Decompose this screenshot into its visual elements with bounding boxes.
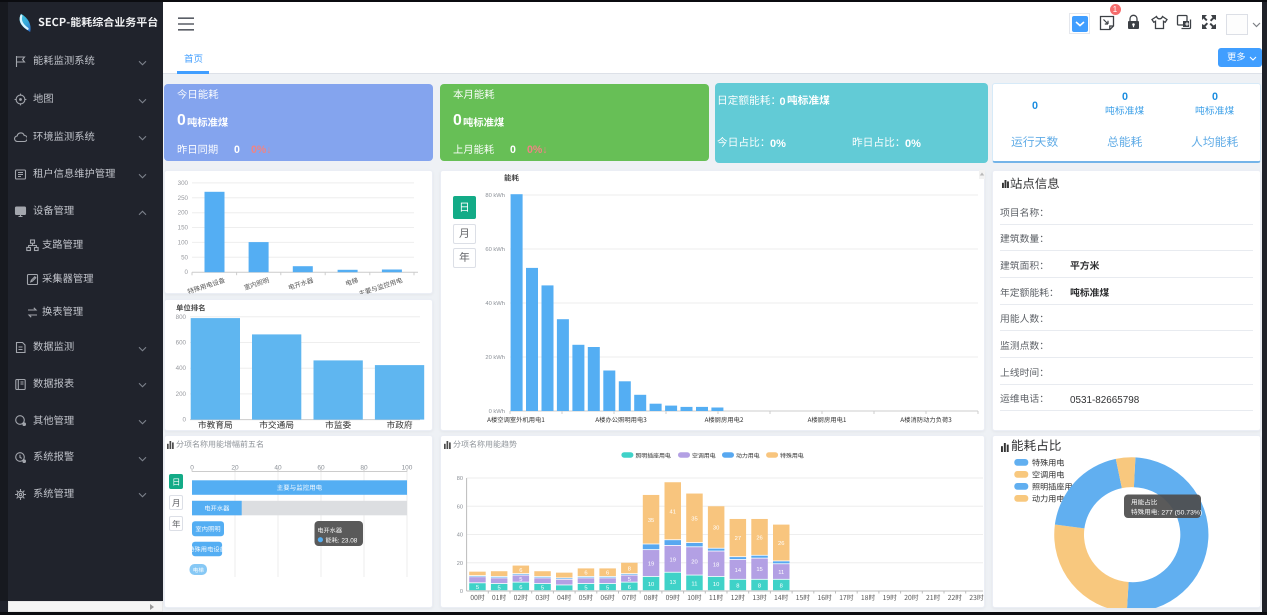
svg-text:200: 200 — [178, 210, 189, 217]
svg-text:0: 0 — [190, 465, 194, 472]
svg-text:: 23.08: : 23.08 — [338, 537, 358, 544]
svg-text:150: 150 — [178, 225, 189, 232]
svg-text:41: 41 — [670, 509, 676, 515]
svg-text:80: 80 — [360, 465, 368, 472]
svg-text:11: 11 — [778, 570, 784, 576]
svg-text:6: 6 — [628, 585, 631, 591]
svg-text:800: 800 — [176, 314, 187, 321]
svg-text:80 kWh: 80 kWh — [485, 193, 505, 199]
svg-text:18: 18 — [713, 562, 719, 568]
svg-text:300: 300 — [178, 180, 189, 187]
svg-text:15: 15 — [756, 567, 762, 573]
svg-text:100: 100 — [178, 239, 189, 246]
svg-text:0: 0 — [460, 589, 463, 595]
svg-text:20 kWh: 20 kWh — [485, 355, 505, 361]
svg-text:20: 20 — [457, 561, 463, 567]
svg-text:35: 35 — [691, 516, 697, 522]
svg-text:40: 40 — [274, 465, 282, 472]
svg-text:14: 14 — [735, 568, 742, 574]
svg-text:8: 8 — [736, 583, 739, 589]
svg-text:8: 8 — [628, 567, 631, 573]
svg-text:6: 6 — [606, 571, 609, 577]
svg-text:0 kWh: 0 kWh — [489, 409, 505, 415]
svg-text:26: 26 — [756, 535, 762, 541]
svg-text:5: 5 — [498, 586, 501, 592]
svg-text:8: 8 — [780, 583, 783, 589]
svg-text:6: 6 — [584, 571, 587, 577]
svg-text:6: 6 — [519, 568, 522, 574]
svg-text:100: 100 — [402, 465, 413, 472]
svg-text:400: 400 — [176, 365, 187, 372]
svg-text:60: 60 — [457, 504, 463, 510]
svg-text:10: 10 — [648, 582, 654, 588]
svg-text:600: 600 — [176, 340, 187, 347]
svg-text:0: 0 — [185, 269, 189, 276]
svg-text:27: 27 — [735, 536, 741, 542]
svg-text:0: 0 — [183, 417, 187, 424]
svg-text:200: 200 — [176, 391, 187, 398]
svg-text:5: 5 — [519, 577, 522, 583]
svg-text:250: 250 — [178, 195, 189, 202]
svg-text:5: 5 — [606, 586, 609, 592]
svg-text:5: 5 — [628, 577, 631, 583]
svg-text:: 277 (50.73%): : 277 (50.73%) — [1158, 509, 1203, 516]
svg-text:8: 8 — [758, 583, 761, 589]
svg-text:19: 19 — [670, 557, 676, 563]
svg-text:26: 26 — [778, 541, 784, 547]
svg-text:30: 30 — [713, 526, 719, 532]
svg-text:35: 35 — [648, 518, 654, 524]
svg-text:5: 5 — [541, 586, 544, 592]
svg-text:80: 80 — [457, 476, 463, 482]
svg-text:40 kWh: 40 kWh — [485, 301, 505, 307]
svg-text:60 kWh: 60 kWh — [485, 247, 505, 253]
svg-text:19: 19 — [648, 562, 654, 568]
svg-text:13: 13 — [670, 580, 676, 586]
svg-text:20: 20 — [231, 465, 239, 472]
svg-text:11: 11 — [691, 581, 697, 587]
svg-text:50: 50 — [181, 254, 188, 261]
svg-text:20: 20 — [691, 559, 697, 565]
svg-text:5: 5 — [476, 585, 479, 591]
svg-text:10: 10 — [713, 582, 719, 588]
svg-text:40: 40 — [457, 533, 463, 539]
svg-text:60: 60 — [317, 465, 325, 472]
svg-text:6: 6 — [519, 585, 522, 591]
svg-text:5: 5 — [584, 586, 587, 592]
